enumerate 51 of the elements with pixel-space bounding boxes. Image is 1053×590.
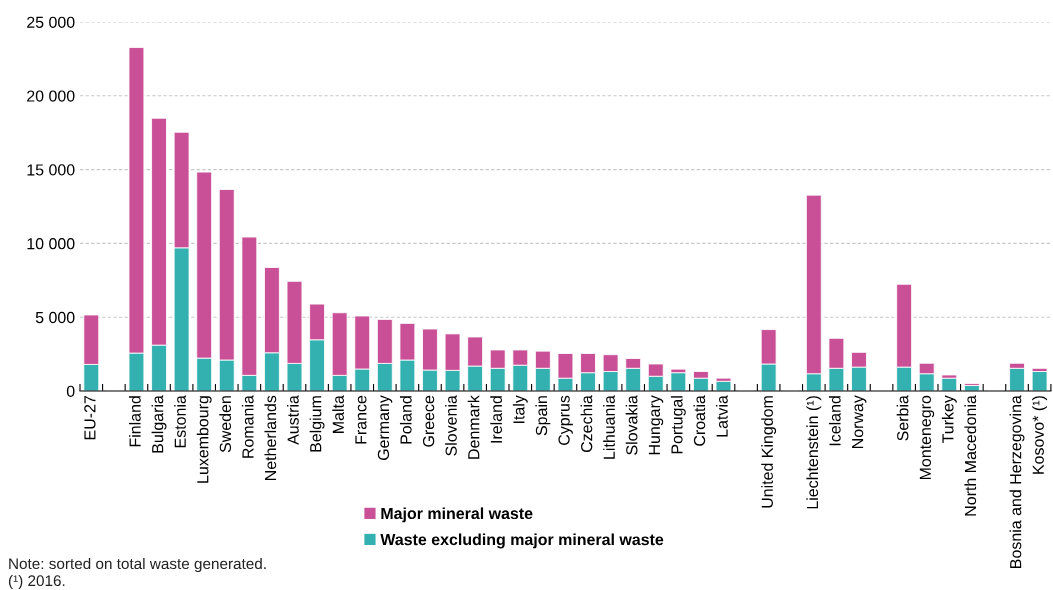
x-tick-label: Belgium (309, 396, 325, 452)
x-tick-label: Czechia (580, 395, 593, 453)
x-tick-label: Latvia (716, 395, 728, 437)
x-tick-label: Germany (377, 395, 393, 461)
y-tick-label: 5 000 (35, 311, 75, 324)
y-tick-label: 25 000 (27, 16, 75, 28)
legend-label: Major mineral waste (381, 507, 533, 523)
x-tick-label: Malta (332, 395, 344, 433)
x-tick-label: Finland (129, 396, 141, 447)
text: Note: sorted on total waste generated. (9, 557, 266, 573)
y-tick-label: 10 000 (27, 238, 75, 250)
x-tick-label: Turkey (941, 395, 957, 444)
x-tick-label: North Macedonia (964, 395, 977, 516)
legend-label: Waste excluding major mineral waste (380, 533, 664, 549)
x-tick-label: Sweden (219, 396, 232, 453)
x-tick-label: Estonia (174, 395, 186, 448)
bar (670, 372, 687, 391)
y-tick-label: 20 000 (27, 90, 75, 102)
x-tick-label: Montenegro (919, 395, 935, 480)
x-tick-label: Denmark (467, 395, 480, 459)
y-tick-label: 15 000 (27, 164, 75, 176)
x-tick-label: Serbia (896, 395, 909, 441)
x-tick-label: Italy (512, 395, 528, 423)
x-tick-label: Poland (399, 396, 412, 444)
x-tick-label: Portugal (670, 396, 686, 454)
x-tick-label: France (355, 395, 367, 444)
x-tick-label: Liechtenstein (¹) (806, 396, 822, 509)
x-tick-label: Netherlands (264, 395, 277, 480)
x-tick-label: Bulgaria (151, 395, 167, 453)
x-tick-label: Slovakia (625, 395, 638, 455)
y-tick-label: 0 (66, 385, 75, 397)
x-tick-label: Austria (287, 395, 299, 445)
x-tick-label: Luxembourg (196, 396, 212, 483)
x-tick-label: Cyprus (558, 395, 573, 445)
x-tick-label: Hungary (648, 395, 664, 455)
x-tick-label: Romania (241, 395, 254, 458)
x-tick-label: Lithuania (603, 395, 615, 459)
text: (¹) 2016. (8, 574, 65, 590)
x-tick-label: Greece (422, 395, 435, 447)
x-tick-label: EU-27 (84, 395, 96, 440)
x-tick-label: Iceland (828, 396, 841, 446)
x-tick-label: Bosnia and Herzegovina (1009, 395, 1025, 568)
x-tick-label: Kosovo* (¹) (1032, 396, 1048, 474)
x-tick-label: Croatia (693, 395, 706, 446)
bar (1009, 367, 1025, 391)
x-tick-label: Norway (852, 395, 867, 448)
x-tick-label: Ireland (490, 396, 502, 443)
bar (1031, 371, 1048, 391)
x-tick-label: Spain (535, 396, 551, 436)
x-tick-label: Slovenia (445, 395, 457, 456)
x-tick-label: United Kingdom (761, 396, 777, 508)
